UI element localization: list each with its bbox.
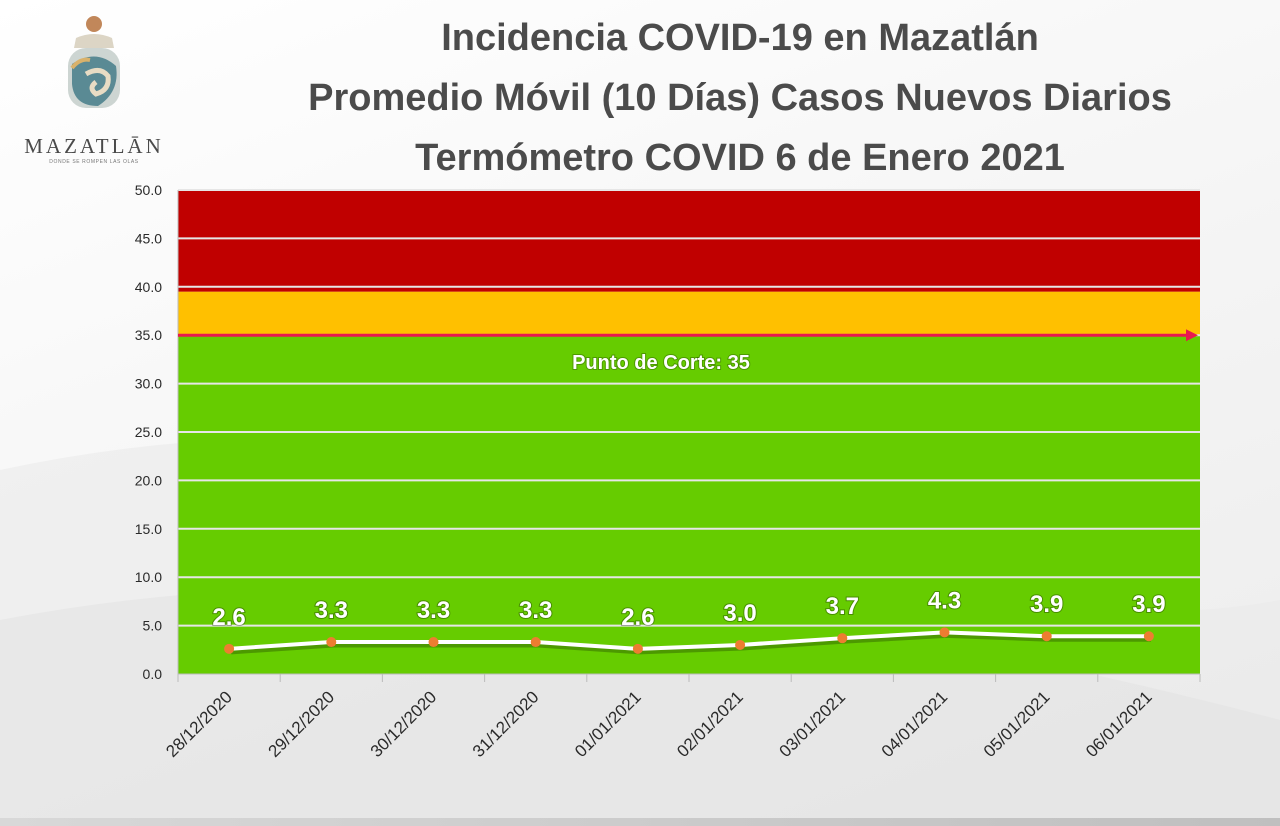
y-tick-label: 45.0: [135, 230, 162, 246]
data-label: 3.3: [315, 597, 348, 624]
chart-title-block: Incidencia COVID-19 en Mazatlán Promedio…: [220, 8, 1260, 188]
x-tick-label: 01/01/2021: [571, 687, 645, 761]
x-tick-label: 05/01/2021: [980, 687, 1054, 761]
data-point: [1041, 631, 1052, 642]
title-line-3: Termómetro COVID 6 de Enero 2021: [415, 137, 1065, 179]
series-line-shadow: [230, 632, 1151, 655]
x-tick-label: 28/12/2020: [162, 687, 236, 761]
data-point: [326, 637, 337, 648]
data-point: [530, 637, 541, 648]
data-point: [939, 627, 950, 638]
series-line: [224, 627, 1154, 655]
y-tick-label: 15.0: [135, 521, 162, 537]
y-tick-label: 30.0: [135, 376, 162, 392]
y-tick-label: 50.0: [135, 182, 162, 198]
data-label: 2.6: [621, 604, 654, 631]
data-label: 4.3: [928, 587, 961, 614]
mazatlan-logo: MAZATLĀN DONDE SE ROMPEN LAS OLAS: [14, 14, 174, 174]
data-label: 3.0: [723, 600, 756, 627]
data-point: [428, 637, 439, 648]
x-tick-label: 29/12/2020: [265, 687, 339, 761]
data-label: 3.9: [1132, 591, 1165, 618]
y-tick-label: 35.0: [135, 327, 162, 343]
data-labels: 2.6 3.3 3.3 3.3 2.6 3.0 3.7 4.3 3.9 3.9: [211, 586, 1166, 631]
title-line-2: Promedio Móvil (10 Días) Casos Nuevos Di…: [308, 77, 1172, 119]
cut-point-marker: Punto de Corte: 35: [178, 329, 1198, 375]
y-tick-label: 5.0: [143, 618, 163, 634]
logo-wordmark: MAZATLĀN: [24, 134, 164, 158]
y-tick-label: 0.0: [143, 666, 163, 682]
x-tick-label: 06/01/2021: [1082, 687, 1156, 761]
data-label: 3.3: [417, 597, 450, 624]
risk-bands: [178, 190, 1200, 674]
x-tick-label: 04/01/2021: [878, 687, 952, 761]
footer-bar: [0, 818, 1280, 826]
band-1: [178, 291, 1200, 336]
data-point: [735, 639, 746, 650]
y-axis: 0.0 5.0 10.0 15.0 20.0 25.0 30.0 35.0 40.0 45.0 50…: [135, 182, 179, 682]
wave-emblem-icon: [68, 16, 120, 108]
band-0: [178, 335, 1200, 674]
data-point: [224, 643, 235, 654]
band-2: [178, 190, 1200, 292]
y-tick-label: 20.0: [135, 472, 162, 488]
data-label: 3.9: [1030, 591, 1063, 618]
data-point: [632, 643, 643, 654]
data-label: 3.7: [826, 593, 859, 620]
data-label: 2.6: [212, 604, 245, 631]
y-tick-label: 10.0: [135, 569, 162, 585]
x-tick-label: 02/01/2021: [673, 687, 747, 761]
series-line-path: [228, 630, 1149, 651]
data-label: 3.3: [519, 597, 552, 624]
logo-tagline: DONDE SE ROMPEN LAS OLAS: [49, 159, 139, 165]
title-line-1: Incidencia COVID-19 en Mazatlán: [441, 17, 1039, 59]
cut-point-arrow-icon: [1186, 329, 1198, 342]
x-tick-label: 03/01/2021: [776, 687, 850, 761]
cut-point-label: Punto de Corte: 35: [572, 352, 750, 374]
x-tick-label: 30/12/2020: [367, 687, 441, 761]
data-point: [1143, 631, 1154, 642]
data-point: [837, 633, 848, 644]
y-tick-label: 25.0: [135, 424, 162, 440]
x-tick-label: 31/12/2020: [469, 687, 543, 761]
y-tick-label: 40.0: [135, 279, 162, 295]
x-axis: 28/12/2020 29/12/2020 30/12/2020 31/12/2020…: [162, 673, 1201, 761]
